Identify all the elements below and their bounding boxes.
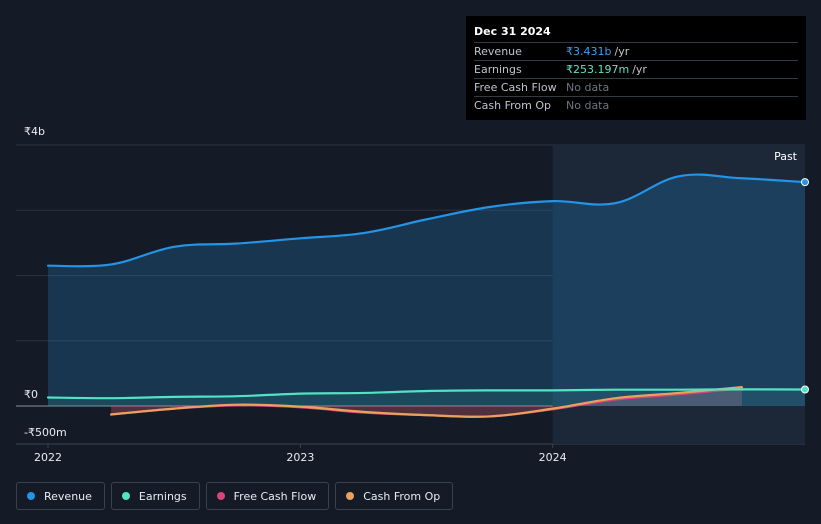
y-tick-label: ₹0 — [24, 388, 38, 401]
tooltip-label: Earnings — [474, 63, 522, 76]
y-tick-label: ₹4b — [24, 125, 45, 138]
series-lines — [46, 173, 807, 418]
end-marker-revenue — [801, 178, 809, 187]
tooltip-row-free-cash-flow: Free Cash Flow No data — [474, 79, 798, 97]
tooltip: Dec 31 2024 Revenue ₹3.431b /yr Earnings… — [466, 16, 806, 120]
tooltip-row-revenue: Revenue ₹3.431b /yr — [474, 43, 798, 61]
legend-label: Cash From Op — [363, 489, 441, 503]
legend-dot-icon — [121, 492, 130, 500]
line-revenue — [46, 173, 807, 268]
legend-item-revenue[interactable]: Revenue — [16, 482, 105, 510]
legend-dot-icon — [27, 492, 35, 500]
area-revenue — [48, 174, 805, 406]
legend-item-cash-from-op[interactable]: Cash From Op — [335, 482, 454, 510]
y-tick-label: -₹500m — [24, 426, 67, 439]
x-tick-label: 2022 — [34, 451, 62, 464]
tooltip-label: Free Cash Flow — [474, 81, 557, 94]
tooltip-row-cash-from-op: Cash From Op No data — [474, 97, 798, 114]
tooltip-value: ₹3.431b — [566, 45, 612, 58]
line-earnings — [46, 388, 807, 400]
legend-dot-icon — [216, 492, 225, 500]
tooltip-value: No data — [566, 81, 610, 94]
legend-label: Free Cash Flow — [233, 489, 317, 503]
area-earnings — [48, 389, 805, 406]
area-free-cash-flow — [111, 388, 742, 417]
x-tick-label: 2023 — [286, 451, 314, 464]
legend-label: Revenue — [44, 489, 92, 503]
legend-label: Earnings — [138, 489, 187, 503]
y-axis-ticks: ₹4b ₹0 -₹500m — [24, 125, 67, 439]
tooltip-unit: /yr — [632, 63, 647, 76]
tooltip-date: Dec 31 2024 — [474, 24, 798, 43]
tooltip-label: Revenue — [474, 45, 522, 58]
x-axis-ticks: 2022 2023 2024 — [34, 444, 567, 464]
line-cash-from-op — [109, 385, 744, 418]
tooltip-value: No data — [566, 99, 610, 112]
legend: Revenue Earnings Free Cash Flow Cash Fro… — [16, 482, 454, 510]
series-areas — [48, 174, 805, 417]
x-tick-label: 2024 — [539, 451, 567, 464]
tooltip-label: Cash From Op — [474, 99, 552, 112]
legend-item-free-cash-flow[interactable]: Free Cash Flow — [205, 482, 330, 510]
area-cash-from-op — [111, 387, 742, 417]
end-markers — [801, 178, 809, 394]
end-marker-earnings — [801, 385, 809, 394]
legend-dot-icon — [346, 492, 355, 500]
tooltip-value: ₹253.197m — [566, 63, 630, 76]
tooltip-row-earnings: Earnings ₹253.197m /yr — [474, 61, 798, 79]
past-label: Past — [774, 150, 798, 163]
legend-item-earnings[interactable]: Earnings — [110, 482, 200, 510]
tooltip-unit: /yr — [614, 45, 630, 58]
